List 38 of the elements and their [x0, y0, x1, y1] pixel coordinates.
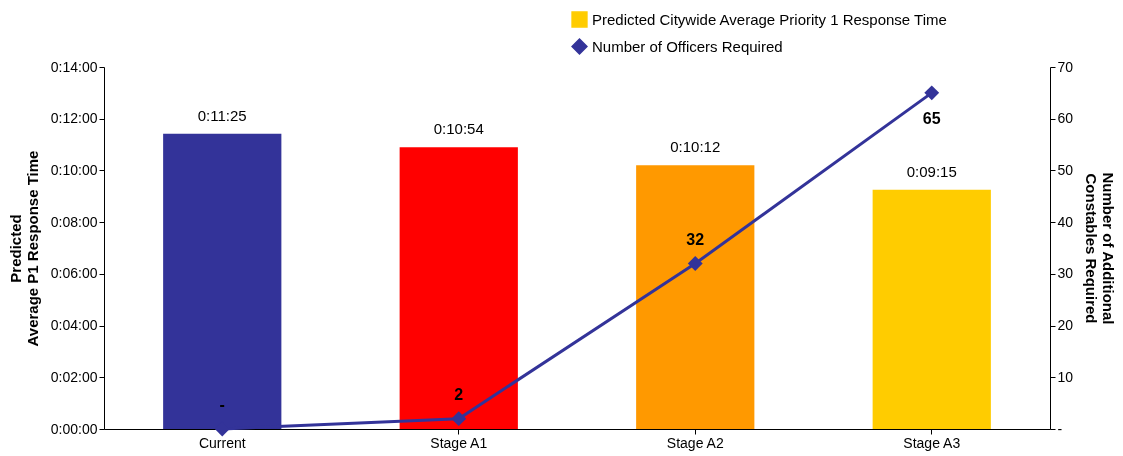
point — [451, 411, 467, 427]
y-tick-label: 0:02:00 — [50, 368, 98, 385]
y-tick-label: 0:00:00 — [50, 420, 98, 437]
y2-tick-label: 60 — [1057, 110, 1074, 127]
data-label: - — [219, 396, 225, 413]
x-tick-label: Stage A2 — [666, 434, 724, 451]
x-tick-label: Stage A1 — [430, 434, 488, 451]
y2-tick-label: 70 — [1057, 58, 1074, 75]
y2-tick-label: 50 — [1057, 161, 1074, 178]
y2-tick-label: 10 — [1057, 368, 1074, 385]
data-label: 0:10:12 — [670, 138, 721, 156]
y2-axis-title: Number of Additional Constables Required — [1083, 172, 1118, 325]
y-tick-label: 0:06:00 — [50, 265, 98, 282]
data-label: 65 — [922, 109, 941, 127]
legend-label: Predicted Citywide Average Priority 1 Response Time — [592, 10, 947, 28]
y2-tick-label: - — [1057, 420, 1063, 437]
legend-label: Number of Officers Required — [592, 37, 783, 55]
y2-tick-label: 30 — [1057, 265, 1074, 282]
point — [924, 85, 940, 101]
data-label: 2 — [454, 385, 464, 403]
data-label: 0:11:25 — [197, 106, 247, 124]
x-tick-label: Stage A3 — [903, 434, 961, 451]
y-axis-title: Predicted Average P1 Response Time — [6, 150, 41, 347]
data-label: 0:09:15 — [906, 162, 957, 180]
data-label: 0:10:54 — [433, 120, 484, 138]
point — [687, 256, 703, 271]
y-tick-label: 0:04:00 — [50, 317, 98, 334]
y2-tick-label: 20 — [1057, 317, 1074, 334]
x-tick-label: Current — [198, 434, 246, 451]
bar — [399, 147, 518, 429]
y-tick-label: 0:08:00 — [50, 213, 98, 230]
y-tick-label: 0:10:00 — [50, 161, 98, 178]
data-label: 32 — [686, 230, 705, 248]
y-tick-label: 0:12:00 — [50, 110, 98, 127]
y-tick-label: 0:14:00 — [50, 58, 98, 75]
bar — [636, 165, 755, 429]
y2-tick-label: 40 — [1057, 213, 1074, 230]
bar — [872, 189, 991, 429]
